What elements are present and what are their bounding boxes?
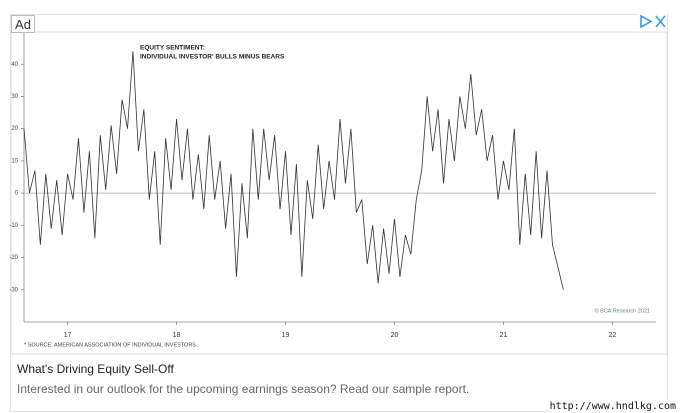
y-tick-label: 30	[11, 94, 18, 100]
y-tick-label: -10	[9, 223, 18, 229]
x-tick-label: 22	[609, 332, 617, 339]
x-tick-label: 21	[500, 332, 508, 339]
y-tick-label: 20	[11, 126, 18, 132]
source-note: * SOURCE: AMERICAN ASSOCIATION OF INDIVI…	[24, 342, 198, 348]
ad-badge: Ad	[11, 15, 35, 33]
watermark: http://www.hndlkg.com	[549, 401, 676, 412]
adchoices-icon[interactable]	[640, 14, 653, 29]
x-tick-label: 17	[64, 332, 72, 339]
y-tick-label: -20	[9, 255, 18, 261]
y-tick-label: 0	[15, 191, 19, 197]
chart-title: EQUITY SENTIMENT:	[140, 45, 205, 52]
y-tick-label: 10	[11, 158, 18, 164]
chart-subtitle: INDIVIDUAL INVESTOR' BULLS MINUS BEARS	[140, 54, 285, 61]
y-tick-label: 40	[11, 62, 18, 68]
close-icon[interactable]	[655, 15, 666, 28]
x-tick-label: 19	[282, 332, 290, 339]
y-tick-label: -30	[9, 287, 18, 293]
ad-description[interactable]: Interested in our outlook for the upcomi…	[17, 382, 470, 396]
sentiment-line	[23, 51, 564, 290]
credit: © BCA Research 2021	[595, 307, 650, 314]
adchoices[interactable]	[638, 14, 667, 29]
ad-headline[interactable]: What's Driving Equity Sell-Off	[17, 362, 174, 376]
chart: EQUITY SENTIMENT: INDIVIDUAL INVESTOR' B…	[9, 14, 668, 355]
x-tick-label: 18	[173, 332, 181, 339]
x-tick-label: 20	[391, 332, 399, 339]
